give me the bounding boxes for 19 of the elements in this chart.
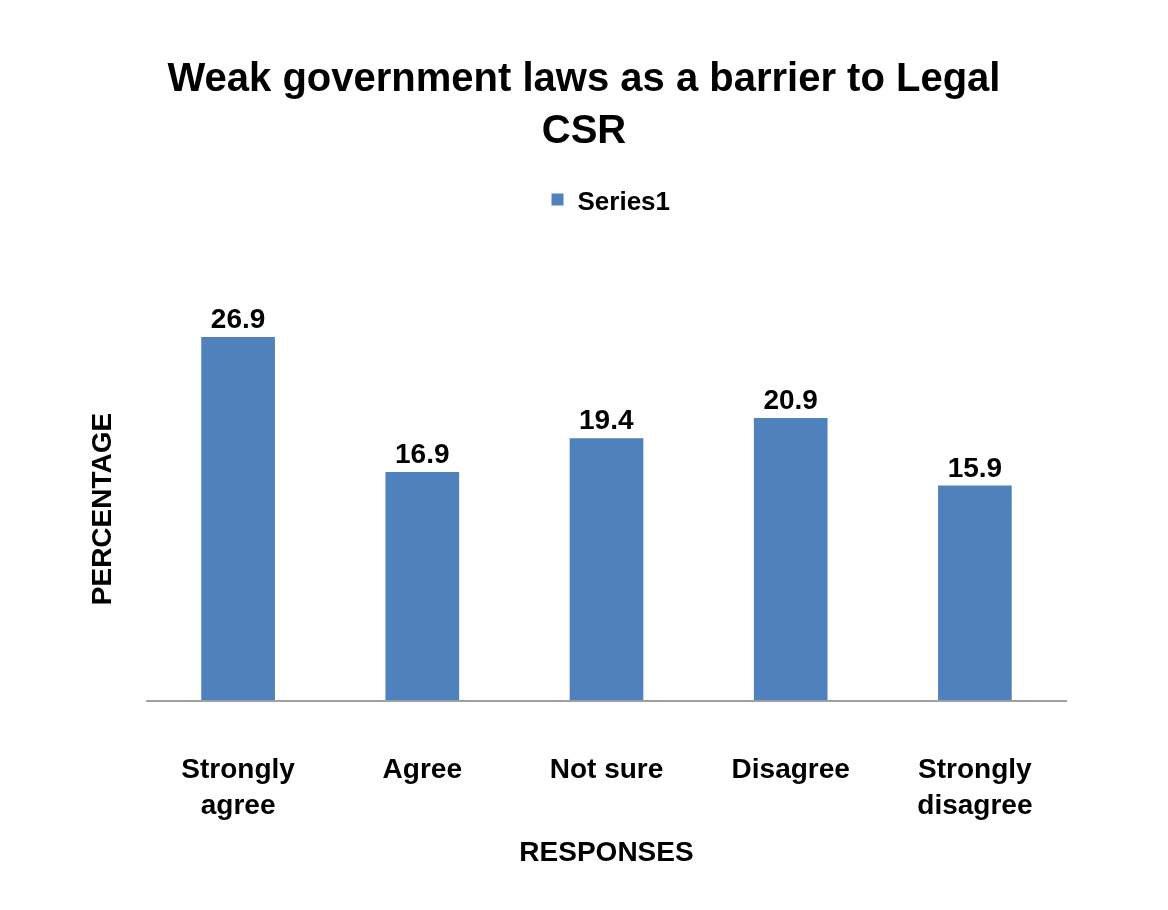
legend-label: Series1 — [577, 185, 671, 216]
x-tick-label: Strongly agree — [181, 752, 296, 820]
data-label: 26.9 — [210, 303, 266, 335]
y-axis-title: PERCENTAGE — [85, 412, 117, 606]
data-label: 16.9 — [395, 438, 450, 470]
data-label: 19.4 — [579, 404, 634, 436]
x-tick-label: Strongly disagree — [917, 752, 1033, 820]
bar — [201, 337, 275, 700]
data-label: 20.9 — [763, 384, 818, 416]
bar — [753, 418, 828, 700]
x-tick-label: Not sure — [549, 752, 664, 784]
x-tick-label: Disagree — [731, 752, 850, 784]
x-axis-title: RESPONSES — [519, 835, 694, 867]
data-label: 15.9 — [947, 451, 1003, 483]
x-tick-label: Agree — [382, 752, 462, 784]
bar — [938, 485, 1012, 700]
bar — [385, 472, 460, 700]
bar — [569, 438, 644, 700]
chart-title: Weak government laws as a barrier to Legal CSR — [167, 55, 1001, 151]
